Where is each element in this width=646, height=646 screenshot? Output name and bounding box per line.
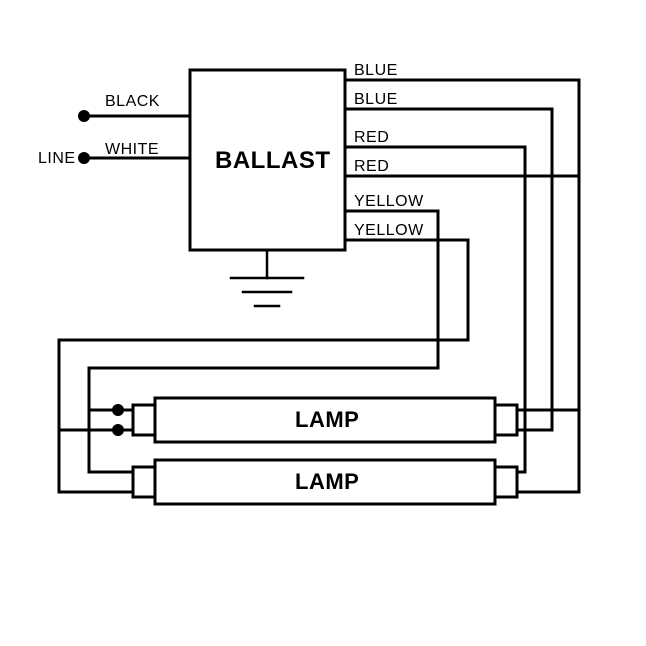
output-wire-blue1-label: BLUE (354, 62, 398, 80)
output-wire-blue2-label: BLUE (354, 91, 398, 109)
ballast-label: BALLAST (215, 147, 330, 175)
lamp2-label: LAMP (295, 469, 359, 495)
line-label: LINE (38, 150, 76, 168)
diagram-svg (0, 0, 646, 646)
output-wire-red1-label: RED (354, 129, 389, 147)
wiring-diagram: BALLAST LINE BLACK WHITE BLUE BLUE RED R… (0, 0, 646, 646)
input-wire-black-label: BLACK (105, 93, 160, 111)
lamp1-label: LAMP (295, 407, 359, 433)
output-wire-yellow2-label: YELLOW (354, 222, 424, 240)
input-wire-white-label: WHITE (105, 141, 159, 159)
output-wire-red2-label: RED (354, 158, 389, 176)
output-wire-yellow1-label: YELLOW (354, 193, 424, 211)
